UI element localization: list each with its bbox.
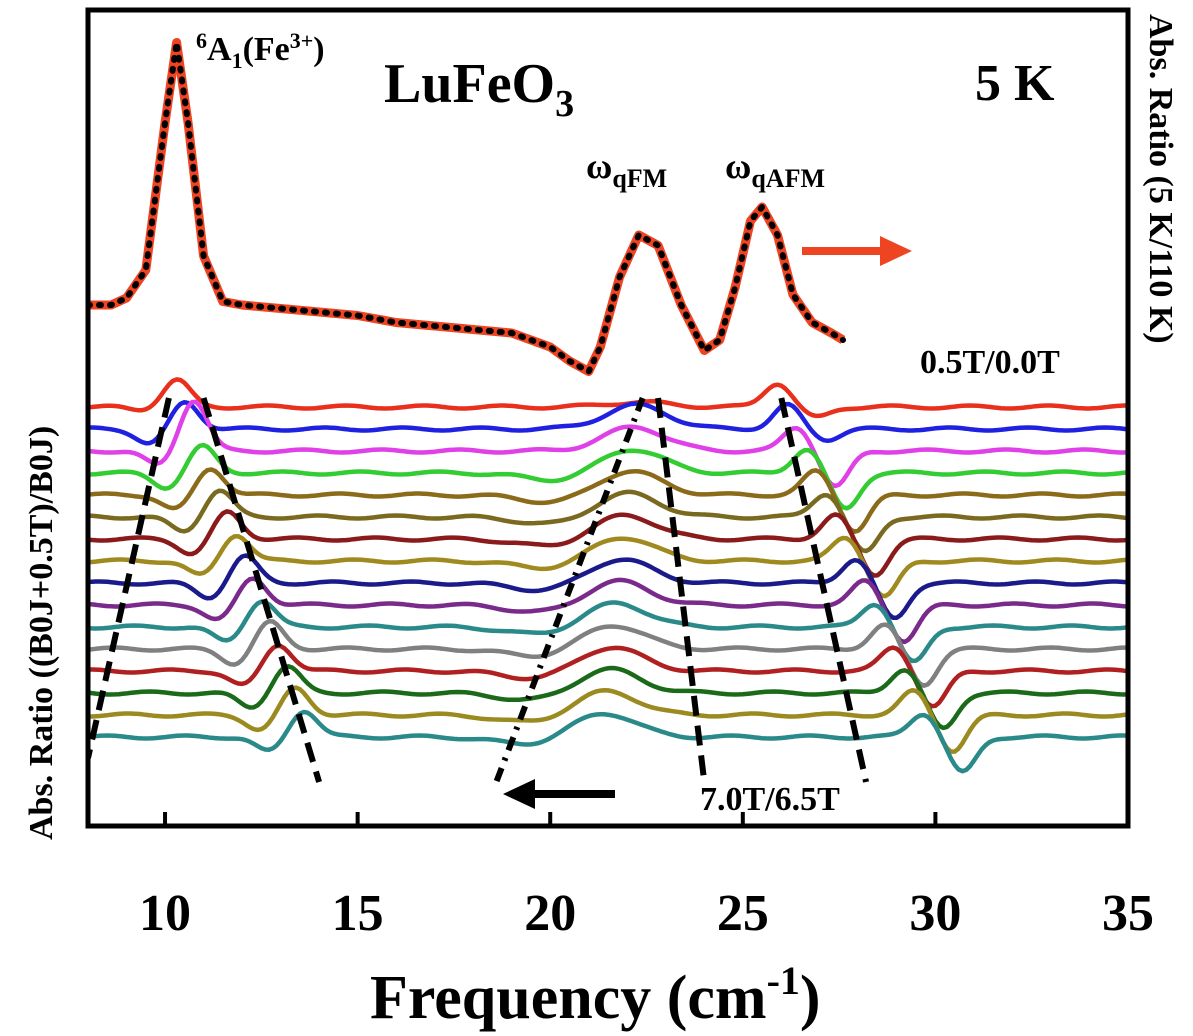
trace-series	[90, 509, 1128, 578]
x-tick-label: 10	[139, 885, 191, 942]
trace-series	[90, 618, 1128, 688]
peak-label-a1: 6A1(Fe3+)	[196, 28, 325, 73]
top-spectrum-fit	[90, 42, 846, 376]
trace-series	[90, 576, 1128, 645]
trace-series	[90, 643, 1128, 709]
y-axis-label-left: Abs. Ratio ((B0J+0.5T)/B0J)	[23, 426, 60, 840]
trace-series	[90, 533, 1128, 599]
x-tick-label: 35	[1102, 885, 1154, 942]
guide-line	[200, 397, 322, 783]
guide-line	[778, 397, 870, 783]
arrow-right-red	[802, 236, 912, 266]
x-tick-label: 15	[332, 885, 384, 942]
plot-frame	[85, 7, 1131, 829]
guide-line	[493, 396, 646, 784]
y-axis-label-right: Abs. Ratio (5 K/110 K)	[1142, 14, 1179, 344]
temperature-label: 5 K	[975, 55, 1055, 112]
guide-line	[90, 397, 172, 759]
guide-lines	[90, 396, 870, 784]
x-axis-label: Frequency (cm-1)	[370, 958, 821, 1032]
top-spectrum	[90, 38, 846, 376]
field-label-top: 0.5T/0.0T	[920, 344, 1060, 381]
trace-series	[90, 599, 1128, 664]
trace-series	[90, 664, 1128, 731]
peak-label-qafm: ωqAFM	[725, 146, 825, 193]
chart-title: LuFeO3	[384, 53, 574, 125]
trace-series	[90, 399, 1128, 489]
guide-line	[655, 397, 708, 783]
field-label-bottom: 7.0T/6.5T	[700, 781, 840, 818]
arrow-left-black	[503, 779, 615, 809]
trace-series	[90, 467, 1128, 534]
trace-series	[90, 488, 1128, 554]
x-tick-label: 20	[524, 885, 576, 942]
peak-label-qfm: ωqFM	[586, 146, 667, 193]
trace-series	[90, 685, 1128, 754]
trace-series	[90, 442, 1128, 511]
trace-series	[90, 553, 1128, 620]
trace-series	[90, 399, 1128, 446]
field-difference-traces	[90, 377, 1128, 774]
x-tick-label: 30	[909, 885, 961, 942]
trace-series	[90, 377, 1128, 419]
x-ticks: 10 15 20 25 30 35	[139, 812, 1154, 942]
x-tick-label: 25	[717, 885, 769, 942]
trace-series	[90, 709, 1128, 774]
